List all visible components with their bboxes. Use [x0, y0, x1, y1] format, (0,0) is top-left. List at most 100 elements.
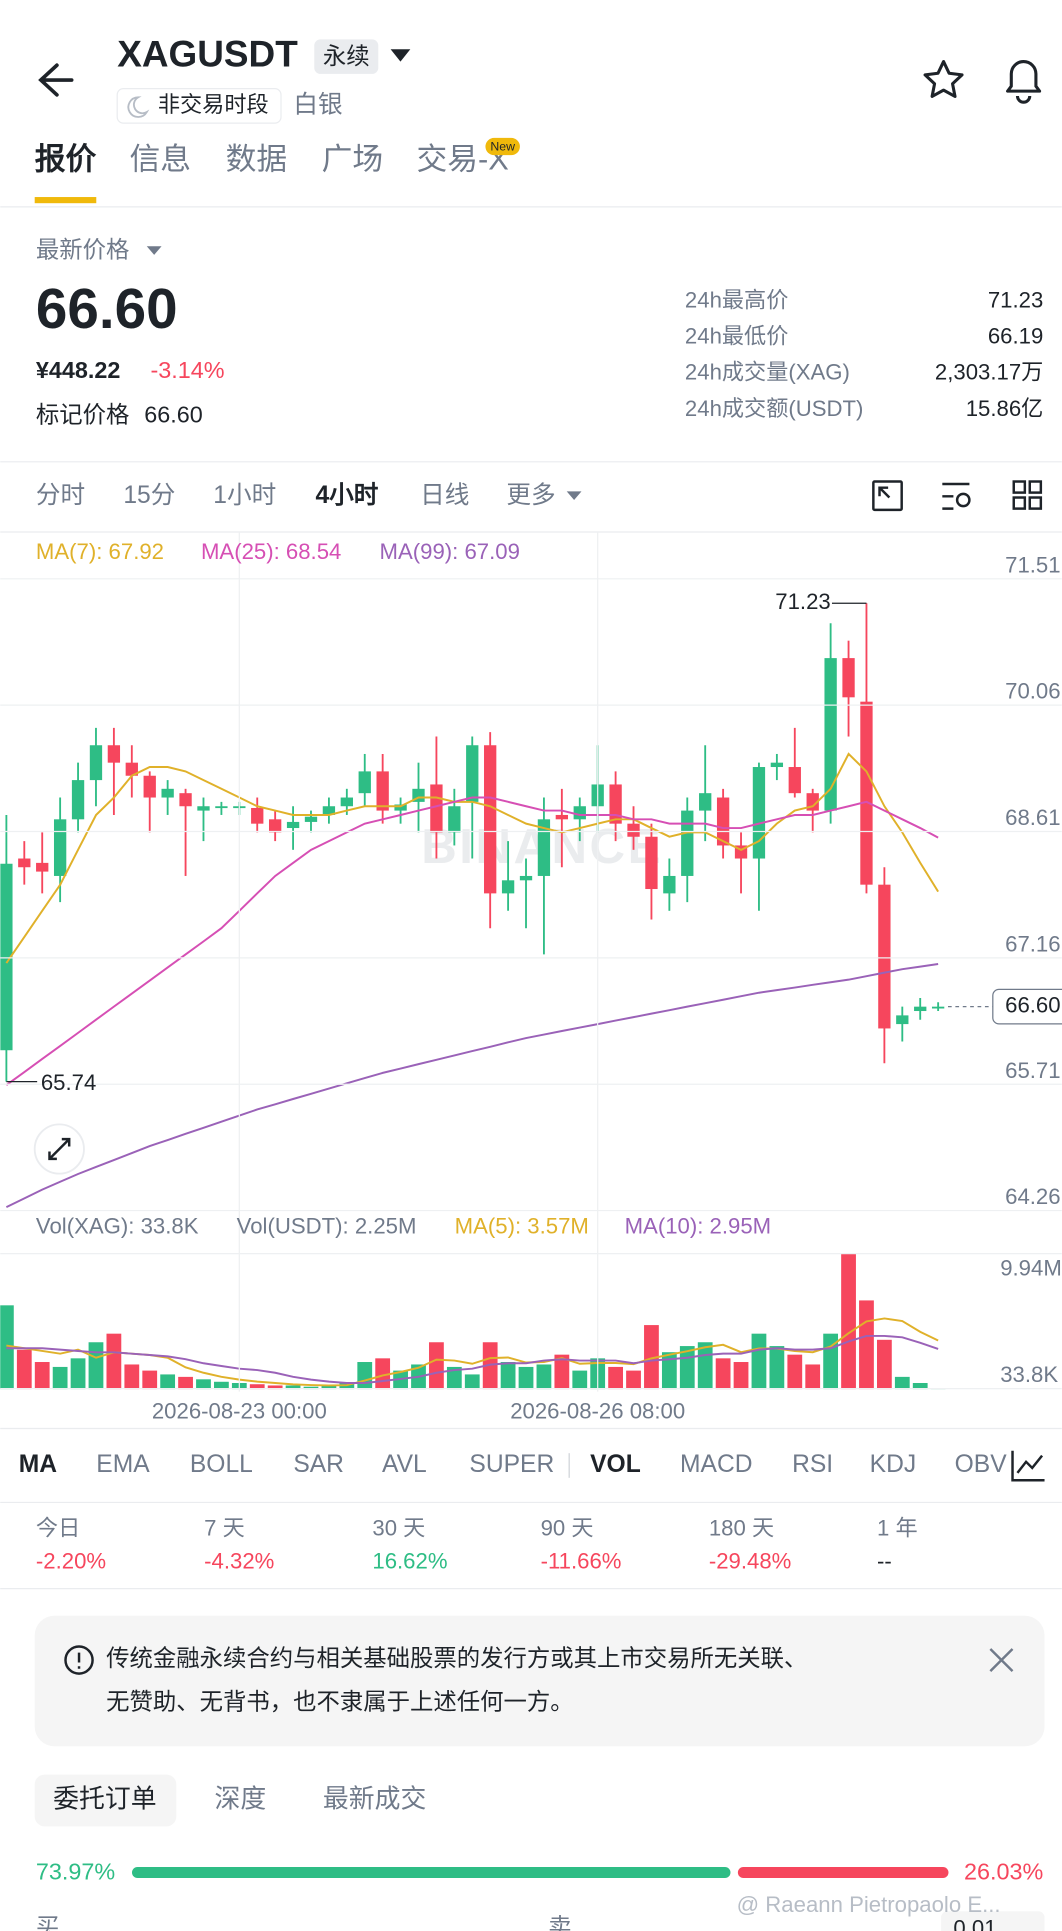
indicator-tab[interactable]: BOLL	[190, 1451, 253, 1478]
stat-value: 15.86亿	[966, 396, 1044, 421]
favorite-button[interactable]	[923, 60, 964, 98]
volume-bar	[536, 1364, 552, 1390]
volume-bar	[0, 1305, 14, 1390]
session-box	[116, 88, 282, 124]
indicator-tab[interactable]: SUPER	[469, 1451, 554, 1478]
x-tick-label: 2026-08-26 08:00	[510, 1398, 685, 1423]
y-tick-label: 9.94M	[1000, 1256, 1062, 1281]
candle-body	[448, 806, 461, 833]
x-tick-label: 2026-08-23 00:00	[152, 1398, 327, 1423]
timeframe[interactable]: 日线	[420, 481, 469, 509]
precision-box[interactable]	[941, 1911, 1045, 1931]
candle-body	[376, 771, 389, 811]
asset-name: 白银	[293, 90, 342, 118]
volume-bar	[285, 1385, 301, 1390]
candle-body	[896, 1015, 909, 1025]
symbol-dropdown[interactable]	[390, 49, 411, 62]
order-tab[interactable]: 深度	[215, 1784, 267, 1813]
indicator-tab[interactable]: KDJ	[870, 1451, 917, 1478]
period-change: -29.48%	[709, 1549, 792, 1574]
indicator-tab[interactable]: MA	[19, 1451, 58, 1478]
price-change: -3.14%	[150, 357, 224, 383]
candle-body	[681, 810, 694, 876]
period-change: --	[877, 1549, 892, 1574]
timeframe[interactable]: 1小时	[213, 481, 276, 509]
indicator-tab[interactable]: AVL	[382, 1451, 427, 1478]
volume-bar	[464, 1374, 480, 1390]
candle-body	[107, 745, 121, 763]
buy-ratio: 73.97%	[36, 1858, 115, 1884]
order-tab[interactable]: 最新成交	[323, 1784, 426, 1813]
stat-label: 24h成交量(XAG)	[685, 360, 850, 385]
last-price: 66.60	[36, 278, 178, 341]
tab[interactable]: 信息	[130, 141, 192, 176]
candle-body	[215, 806, 228, 809]
buy-column: 买	[36, 1914, 59, 1931]
mark-label: 标记价格	[36, 401, 130, 427]
indicator-tab[interactable]: EMA	[96, 1451, 150, 1478]
contract: 永续	[323, 43, 370, 69]
volume-bar	[160, 1374, 176, 1390]
candle-body	[860, 701, 873, 885]
volume-bar	[769, 1346, 785, 1390]
timeframe[interactable]: 更多	[506, 481, 555, 509]
sell-ratio-bar	[737, 1866, 949, 1879]
buy-ratio-bar	[131, 1866, 731, 1879]
volume-bar	[859, 1300, 874, 1390]
indicator-tab[interactable]: RSI	[792, 1451, 833, 1478]
tab[interactable]: 数据	[226, 141, 288, 176]
moon-icon	[127, 96, 150, 118]
period-change: -11.66%	[541, 1549, 622, 1574]
back-button[interactable]	[38, 63, 74, 97]
volume-bar	[626, 1370, 641, 1390]
chart-tools[interactable]	[872, 480, 1043, 512]
alert-button[interactable]	[1006, 60, 1042, 104]
ma-line	[5, 963, 939, 1209]
indicator-tab[interactable]: VOL	[590, 1451, 641, 1478]
timeframe[interactable]: 分时	[36, 481, 85, 509]
volume-bar	[805, 1364, 821, 1390]
tab[interactable]: 广场	[322, 141, 384, 176]
symbol: XAGUSDT	[117, 33, 298, 74]
volume-bar	[70, 1358, 86, 1390]
volume-bar	[34, 1362, 50, 1390]
legend-entry: MA(7): 67.92	[36, 539, 164, 564]
candle-body	[197, 806, 210, 811]
candle-body	[519, 875, 533, 881]
indicator-tab[interactable]: OBV	[955, 1451, 1008, 1478]
timeframe[interactable]: 15分	[123, 481, 175, 509]
order-tab[interactable]: 委托订单	[53, 1784, 156, 1813]
candle-body	[573, 806, 586, 820]
volume-bar	[16, 1349, 32, 1390]
volume-bar	[518, 1366, 534, 1390]
indicator-tab[interactable]: MACD	[680, 1451, 753, 1478]
stat-label: 24h最高价	[685, 288, 788, 313]
legend-entry: Vol(USDT): 2.25M	[237, 1214, 417, 1239]
volume-bar	[446, 1366, 462, 1390]
candle-body	[609, 784, 622, 824]
plot: BINANCE	[0, 603, 946, 1390]
timeframe[interactable]: 4小时	[315, 481, 378, 509]
high-label: 71.23	[775, 589, 830, 614]
candle-body	[161, 788, 174, 798]
more-dropdown[interactable]	[566, 491, 582, 500]
contract-tag	[314, 39, 379, 74]
candle-body	[770, 762, 784, 768]
price-dropdown[interactable]	[146, 246, 162, 255]
close-notice[interactable]	[989, 1648, 1014, 1673]
candle-body	[143, 775, 156, 798]
indicator-settings[interactable]	[1011, 1450, 1045, 1482]
candle-body	[304, 816, 318, 822]
period: 7 天	[204, 1515, 245, 1540]
indicator-tab[interactable]: SAR	[293, 1451, 344, 1478]
candle-body	[466, 745, 479, 802]
candle-body	[322, 806, 336, 815]
candle-body	[914, 1006, 927, 1012]
volume-bar	[572, 1370, 588, 1390]
volume-bar	[142, 1370, 158, 1390]
notice-box	[34, 1615, 1045, 1747]
info-icon	[64, 1645, 94, 1675]
tab[interactable]: 报价	[35, 141, 97, 176]
volume-bar	[357, 1362, 373, 1390]
